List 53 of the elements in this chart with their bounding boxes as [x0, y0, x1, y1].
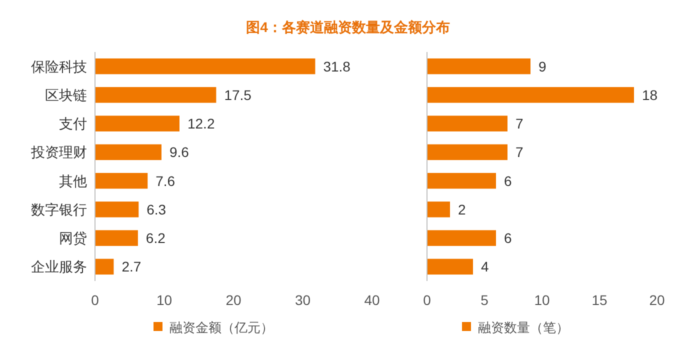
data-label: 31.8 — [323, 58, 351, 74]
x-tick-label: 0 — [91, 292, 100, 308]
bar — [427, 258, 473, 275]
x-tick-label: 30 — [294, 292, 311, 308]
data-label: 6.2 — [146, 230, 166, 246]
data-label: 7 — [516, 144, 524, 160]
data-label: 17.5 — [224, 86, 252, 103]
bar — [95, 116, 180, 132]
legend-label: 融资金额（亿元） — [170, 320, 274, 335]
bar — [427, 58, 530, 74]
x-tick-label: 40 — [364, 292, 380, 308]
bar — [427, 202, 450, 218]
bar — [95, 144, 162, 160]
y-tick-label: 企业服务 — [31, 258, 87, 275]
y-tick-label: 区块链 — [45, 86, 87, 103]
bar — [427, 87, 634, 103]
chart-title: 图4：各赛道融资数量及金额分布 — [246, 19, 450, 35]
x-tick-label: 5 — [480, 292, 489, 308]
data-label: 2 — [458, 201, 466, 218]
data-label: 6 — [504, 230, 512, 246]
x-tick-label: 15 — [592, 292, 608, 308]
y-tick-label: 数字银行 — [31, 201, 87, 218]
bar — [95, 258, 114, 275]
data-label: 2.7 — [122, 258, 142, 275]
data-label: 18 — [642, 86, 658, 103]
y-tick-label: 其他 — [59, 172, 87, 189]
data-label: 4 — [481, 258, 489, 275]
y-tick-label: 保险科技 — [31, 58, 87, 74]
x-tick-label: 10 — [534, 292, 550, 308]
data-label: 12.2 — [187, 116, 215, 132]
x-tick-label: 10 — [156, 292, 172, 308]
bar — [95, 202, 139, 218]
bar — [427, 230, 496, 246]
data-label: 6 — [504, 172, 512, 189]
y-tick-label: 支付 — [59, 116, 87, 132]
bar — [427, 172, 496, 189]
data-label: 9 — [538, 58, 546, 74]
data-label: 6.3 — [146, 201, 166, 218]
y-tick-label: 网贷 — [59, 230, 87, 246]
x-tick-label: 0 — [423, 292, 432, 308]
legend-label: 融资数量（笔） — [478, 320, 569, 335]
y-tick-label: 投资理财 — [30, 144, 87, 160]
data-label: 7 — [516, 116, 524, 132]
bar — [427, 116, 508, 132]
bar — [95, 172, 148, 189]
bar — [427, 144, 508, 160]
data-label: 7.6 — [156, 172, 176, 189]
bar — [95, 87, 216, 103]
bar — [95, 230, 138, 246]
bar — [95, 58, 316, 74]
x-tick-label: 20 — [649, 292, 665, 308]
data-label: 9.6 — [169, 144, 190, 160]
x-tick-label: 20 — [226, 292, 242, 308]
